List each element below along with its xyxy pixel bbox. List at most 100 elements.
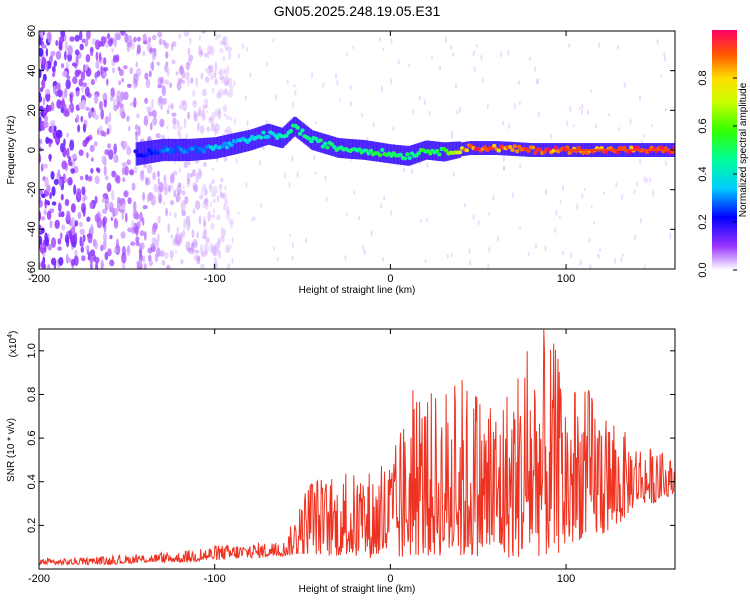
noise-mark: [423, 99, 426, 106]
noise-mark: [186, 172, 191, 182]
noise-mark: [96, 168, 101, 174]
noise-mark: [51, 65, 56, 73]
noise-mark: [61, 160, 67, 170]
noise-mark: [214, 78, 218, 84]
ridge-mark: [211, 147, 216, 152]
noise-mark: [212, 87, 215, 94]
noise-mark: [205, 98, 209, 109]
noise-mark: [66, 210, 71, 222]
noise-mark: [89, 249, 96, 257]
noise-mark: [537, 111, 540, 118]
noise-mark: [78, 221, 83, 228]
ridge-mark: [437, 152, 442, 157]
noise-mark: [154, 253, 159, 263]
noise-mark: [503, 166, 505, 171]
noise-mark: [149, 48, 155, 53]
noise-mark: [217, 248, 220, 254]
noise-mark: [91, 107, 94, 113]
noise-mark: [203, 198, 208, 204]
snr-scale-suffix: ): [8, 331, 19, 334]
spectrogram-marks: [39, 31, 675, 269]
noise-mark: [452, 52, 455, 57]
noise-mark: [660, 74, 663, 78]
noise-mark: [150, 122, 153, 131]
noise-mark: [229, 116, 232, 121]
spectrogram-y-axis: -60 -40 -20 0 20 40 60: [26, 25, 675, 277]
noise-mark: [57, 246, 62, 251]
noise-mark: [70, 217, 76, 227]
noise-mark: [81, 186, 86, 196]
noise-mark: [95, 262, 99, 269]
noise-mark: [63, 110, 69, 117]
ridge-mark: [658, 145, 664, 150]
noise-mark: [146, 164, 153, 174]
noise-mark: [518, 101, 521, 106]
noise-mark: [94, 241, 98, 250]
noise-mark: [49, 192, 52, 200]
noise-mark: [209, 242, 214, 253]
noise-mark: [109, 201, 114, 212]
noise-mark: [135, 212, 140, 220]
ridge-mark: [300, 128, 305, 133]
noise-mark: [146, 196, 150, 203]
noise-mark: [67, 45, 73, 56]
ridge-envelope: [498, 141, 501, 156]
noise-mark: [623, 82, 626, 89]
noise-mark: [258, 159, 261, 166]
noise-mark: [86, 216, 91, 222]
noise-mark: [45, 48, 49, 57]
noise-mark: [199, 124, 205, 134]
noise-mark: [75, 87, 80, 92]
noise-mark: [202, 235, 207, 240]
noise-mark: [77, 211, 82, 220]
noise-mark: [392, 126, 395, 131]
noise-mark: [121, 252, 127, 264]
noise-mark: [463, 203, 466, 208]
noise-mark: [202, 201, 206, 209]
noise-mark: [210, 123, 216, 132]
noise-mark: [153, 222, 159, 230]
noise-mark: [80, 115, 84, 123]
noise-mark: [165, 207, 168, 217]
noise-mark: [183, 218, 187, 230]
noise-mark: [402, 167, 405, 173]
noise-mark: [47, 243, 53, 251]
noise-mark: [104, 116, 109, 125]
noise-mark: [150, 243, 156, 252]
noise-mark: [78, 78, 83, 87]
noise-mark: [183, 118, 187, 129]
noise-mark: [134, 124, 139, 131]
noise-mark: [237, 211, 240, 216]
noise-mark: [43, 209, 47, 216]
noise-mark: [126, 247, 131, 256]
noise-mark: [121, 78, 124, 83]
noise-mark: [188, 221, 191, 228]
noise-mark: [314, 171, 317, 175]
ridge-envelope: [234, 132, 237, 155]
noise-mark: [73, 255, 79, 267]
noise-mark: [144, 97, 149, 104]
ridge-mark: [546, 147, 552, 152]
ridge-envelope: [326, 134, 329, 155]
ridge-mark: [364, 148, 369, 153]
noise-mark: [226, 46, 232, 52]
noise-mark: [193, 183, 196, 188]
noise-mark: [559, 200, 562, 204]
noise-mark: [336, 79, 339, 86]
noise-mark: [56, 83, 60, 91]
noise-mark: [133, 73, 139, 84]
noise-mark: [145, 78, 151, 89]
noise-mark: [191, 245, 195, 255]
noise-mark: [72, 62, 77, 67]
noise-mark: [170, 200, 175, 206]
noise-mark: [143, 263, 147, 269]
ridge-mark: [457, 150, 463, 155]
y-tick-label: 0.8: [26, 387, 38, 402]
noise-mark: [41, 78, 46, 89]
noise-mark: [55, 50, 62, 60]
noise-mark: [587, 109, 590, 115]
ridge-envelope: [530, 143, 533, 157]
noise-mark: [94, 195, 98, 204]
ridge-mark: [629, 145, 634, 150]
noise-mark: [163, 252, 169, 259]
